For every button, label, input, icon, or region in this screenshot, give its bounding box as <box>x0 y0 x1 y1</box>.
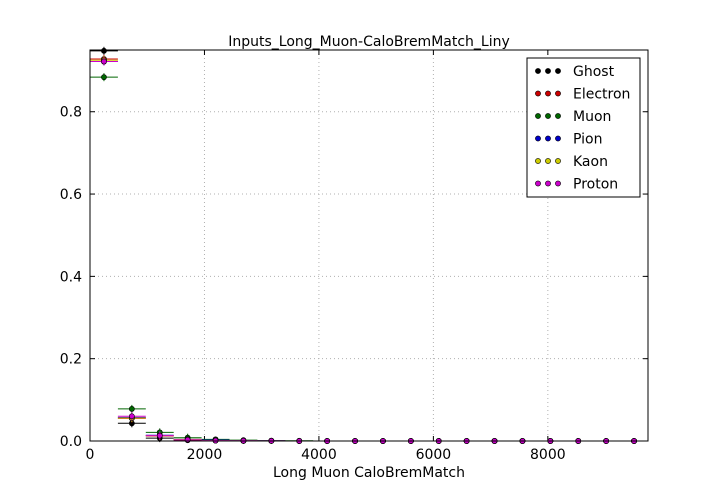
legend-marker-muon <box>555 113 561 119</box>
x-tick-label: 0 <box>86 447 95 463</box>
x-axis-label: Long Muon CaloBremMatch <box>273 465 465 481</box>
legend-marker-ghost <box>545 68 551 74</box>
ghost-point <box>101 47 107 54</box>
y-tick-label: 0.2 <box>60 352 82 368</box>
muon-point <box>101 74 107 81</box>
legend-marker-kaon <box>555 158 561 164</box>
legend-marker-electron <box>535 90 541 97</box>
y-tick-label: 0.0 <box>60 434 82 450</box>
legend-marker-ghost <box>535 68 541 74</box>
muon-point <box>128 405 135 412</box>
y-tick-label: 0.4 <box>60 269 82 285</box>
legend-label-proton: Proton <box>573 177 618 193</box>
proton-point <box>128 413 135 420</box>
proton-point <box>101 58 107 65</box>
legend-marker-proton <box>555 180 561 187</box>
legend-marker-proton <box>545 180 551 187</box>
legend-marker-kaon <box>545 158 551 164</box>
legend-marker-pion <box>555 135 561 142</box>
y-tick-label: 0.8 <box>60 105 82 121</box>
legend-marker-muon <box>545 113 551 119</box>
legend-marker-muon <box>535 113 541 119</box>
proton-point <box>156 432 163 439</box>
plot-frame <box>89 49 649 442</box>
x-tick-label: 8000 <box>530 447 566 463</box>
x-tick-label: 4000 <box>301 447 337 463</box>
legend-marker-ghost <box>555 68 561 74</box>
legend-marker-pion <box>535 135 541 142</box>
y-tick-label: 0.6 <box>60 187 82 203</box>
chart-title: Inputs_Long_Muon-CaloBremMatch_Liny <box>228 34 510 50</box>
legend-label-ghost: Ghost <box>573 64 615 80</box>
proton-point <box>184 436 191 443</box>
x-tick-label: 2000 <box>187 447 223 463</box>
legend-label-pion: Pion <box>573 132 602 148</box>
x-tick-label: 6000 <box>416 447 452 463</box>
legend-label-kaon: Kaon <box>573 154 608 170</box>
legend-label-muon: Muon <box>573 109 611 125</box>
legend-marker-kaon <box>535 158 541 164</box>
legend-label-electron: Electron <box>573 87 630 103</box>
legend-marker-pion <box>545 135 551 142</box>
legend-marker-electron <box>545 90 551 97</box>
legend-marker-electron <box>555 90 561 97</box>
legend-marker-proton <box>535 180 541 187</box>
axis-ticks: 0 2000 4000 6000 8000 0.0 0.2 0.4 0.6 0.8 <box>60 50 648 463</box>
legend: Ghost Electron Muon Pion Kaon Proton <box>526 57 641 198</box>
legend-box <box>526 57 641 198</box>
